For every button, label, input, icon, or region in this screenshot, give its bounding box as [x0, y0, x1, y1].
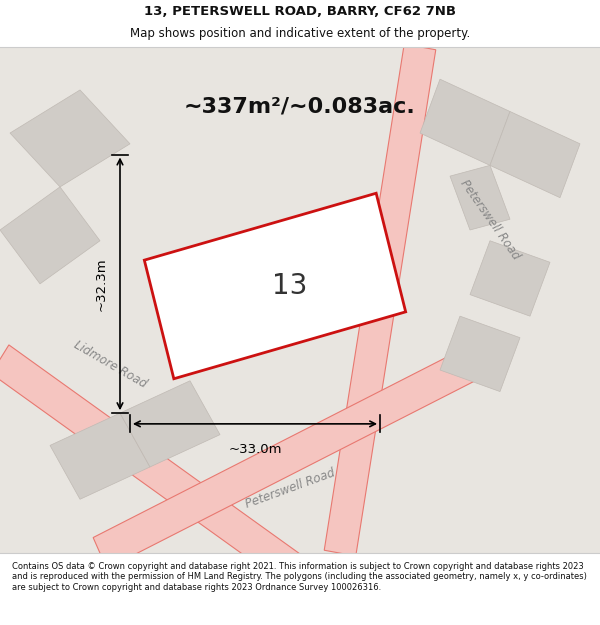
- Polygon shape: [120, 381, 220, 467]
- Polygon shape: [93, 344, 487, 569]
- Text: ~337m²/~0.083ac.: ~337m²/~0.083ac.: [184, 96, 416, 116]
- Polygon shape: [420, 79, 510, 166]
- Polygon shape: [440, 316, 520, 391]
- Text: Peterswell Road: Peterswell Road: [244, 466, 337, 511]
- Text: Peterswell Road: Peterswell Road: [458, 177, 523, 262]
- Polygon shape: [145, 193, 406, 379]
- Polygon shape: [450, 166, 510, 230]
- Text: Lidmore Road: Lidmore Road: [71, 339, 149, 391]
- Text: Map shows position and indicative extent of the property.: Map shows position and indicative extent…: [130, 28, 470, 40]
- Polygon shape: [0, 345, 309, 589]
- Polygon shape: [470, 241, 550, 316]
- Text: ~33.0m: ~33.0m: [228, 443, 282, 456]
- Polygon shape: [324, 44, 436, 556]
- Text: 13: 13: [272, 272, 308, 300]
- Polygon shape: [50, 413, 150, 499]
- Text: ~32.3m: ~32.3m: [95, 257, 108, 311]
- Polygon shape: [0, 187, 100, 284]
- Text: 13, PETERSWELL ROAD, BARRY, CF62 7NB: 13, PETERSWELL ROAD, BARRY, CF62 7NB: [144, 5, 456, 18]
- Text: Contains OS data © Crown copyright and database right 2021. This information is : Contains OS data © Crown copyright and d…: [12, 562, 587, 591]
- Polygon shape: [10, 90, 130, 187]
- Polygon shape: [490, 111, 580, 198]
